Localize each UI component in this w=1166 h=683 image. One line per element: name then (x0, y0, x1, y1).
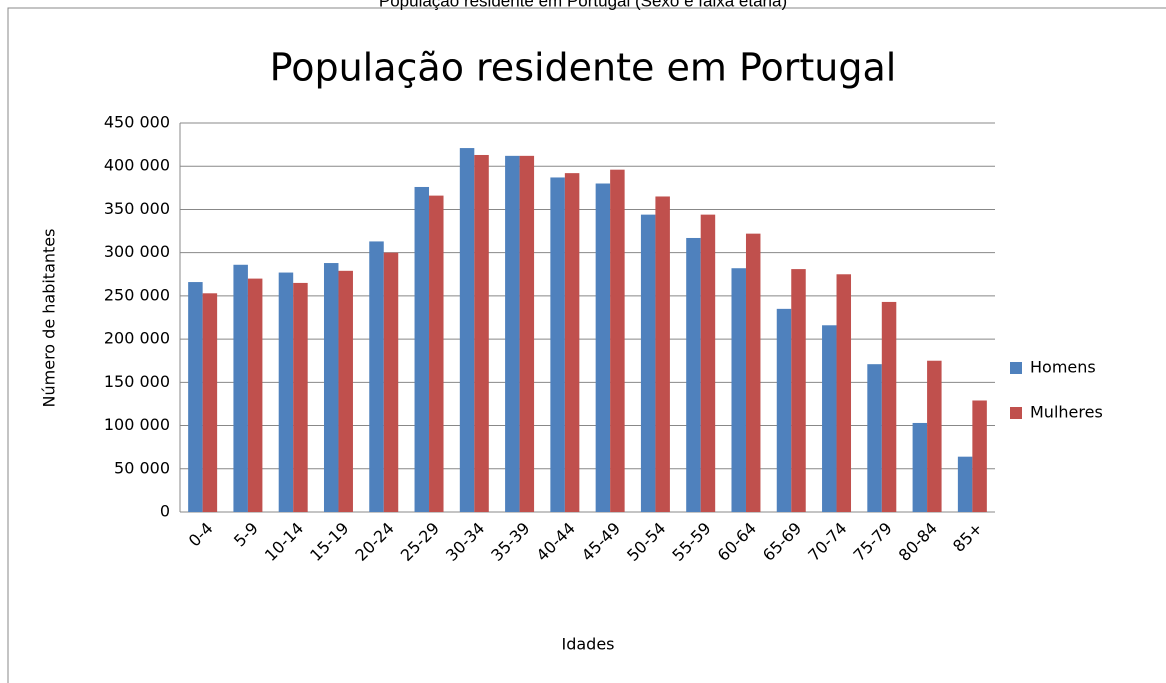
bar (700, 214, 716, 512)
bar (881, 301, 897, 512)
bar (655, 196, 670, 512)
bar (640, 214, 656, 512)
bar (957, 456, 973, 512)
y-tick-label: 300 000 (104, 242, 170, 261)
chart-title: População residente em Portugal (270, 46, 897, 90)
legend-swatch (1010, 362, 1022, 374)
bar (867, 364, 882, 512)
caption: População residente em Portugal (Sexo e … (379, 0, 787, 10)
chart-frame (7, 7, 1166, 683)
bar (505, 155, 520, 513)
y-tick-label: 0 (160, 502, 170, 521)
bar (595, 183, 611, 512)
bar (776, 308, 792, 512)
bar (731, 268, 746, 512)
bar (247, 278, 263, 512)
bar (414, 186, 430, 513)
bar (338, 270, 353, 512)
bar (202, 293, 218, 512)
legend-label: Mulheres (1030, 403, 1103, 422)
bar (278, 272, 294, 512)
bar (791, 269, 806, 512)
bar (927, 360, 942, 512)
bar (836, 274, 852, 512)
bar (369, 241, 384, 512)
y-tick-label: 250 000 (104, 285, 170, 304)
bar (188, 282, 203, 512)
y-tick-label: 450 000 (104, 113, 170, 132)
bar (822, 325, 837, 512)
y-tick-label: 400 000 (104, 156, 170, 175)
bar (686, 237, 701, 512)
y-tick-label: 50 000 (114, 458, 170, 477)
bar (550, 177, 565, 512)
bar (323, 263, 339, 512)
x-axis-label: Idades (561, 635, 614, 654)
y-tick-label: 350 000 (104, 199, 170, 218)
legend-swatch (1010, 407, 1022, 419)
y-axis-label: Número de habitantes (40, 229, 59, 408)
y-tick-label: 200 000 (104, 329, 170, 348)
bar (429, 195, 444, 512)
bar (474, 154, 489, 513)
bar (293, 282, 308, 512)
bar (745, 233, 761, 512)
bar (459, 148, 475, 512)
y-tick-label: 100 000 (104, 415, 170, 434)
bar (912, 422, 928, 512)
bar (972, 400, 987, 512)
bar (519, 155, 535, 513)
bar (233, 264, 248, 512)
bar (564, 173, 580, 513)
legend-label: Homens (1030, 358, 1096, 377)
bar (610, 169, 625, 512)
y-tick-label: 150 000 (104, 372, 170, 391)
bar (383, 252, 399, 512)
